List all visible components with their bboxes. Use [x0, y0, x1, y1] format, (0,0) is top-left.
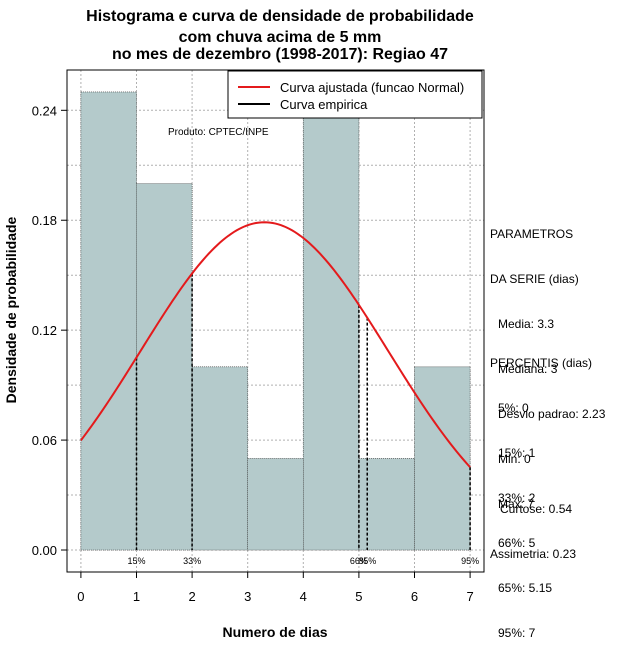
percentil-15: 15%: 1: [498, 446, 536, 460]
x-tick-label: 6: [411, 589, 418, 604]
percentil-85: 65%: 5.15: [498, 581, 553, 595]
param-desvio: Desvio padrao: 2.23: [498, 407, 606, 421]
percentis-title: PERCENTIS (dias): [490, 356, 593, 370]
x-tick-label: 2: [188, 589, 195, 604]
x-tick-label: 1: [133, 589, 140, 604]
percentil-66: 66%: 5: [498, 536, 536, 550]
shape-panel: Curtose: 0.54 Assimetria: 0.23: [490, 472, 576, 577]
parametros-title1: PARAMETROS: [490, 227, 574, 241]
y-tick-label: 0.00: [32, 543, 57, 558]
plot-frame: [66, 69, 485, 573]
chart-title-line3: no mes de dezembro (1998-2017): Regiao 4…: [111, 46, 449, 63]
y-tick-label: 0.12: [32, 323, 57, 338]
param-mediana: Mediana: 3: [498, 362, 558, 376]
percentil-5: 5%: 0: [498, 401, 529, 415]
y-tick-label: 0.06: [32, 433, 57, 448]
parametros-panel: PARAMETROS DA SERIE (dias) Media: 3.3 Me…: [490, 197, 605, 527]
parametros-title2: DA SERIE (dias): [490, 272, 579, 286]
curtose-value: Curtose: 0.54: [500, 502, 573, 516]
param-min: Min: 0: [498, 452, 531, 466]
percentile-label: 95%: [461, 556, 479, 566]
x-tick-label: 0: [77, 589, 84, 604]
y-axis-label: Densidade de probabilidade: [3, 216, 19, 404]
histogram-bar: [191, 366, 249, 551]
legend-box: [227, 70, 483, 119]
percentile-label: 85%: [358, 556, 376, 566]
histogram-bar: [80, 91, 137, 551]
percentil-33: 33%: 2: [498, 491, 536, 505]
assimetria-value: Assimetria: 0.23: [490, 547, 577, 561]
x-tick-label: 5: [355, 589, 362, 604]
histogram-bar: [414, 366, 471, 551]
chart-title-line1: Histograma e curva de densidade de proba…: [86, 8, 474, 25]
y-tick-label: 0.18: [32, 213, 57, 228]
param-media: Media: 3.3: [498, 317, 555, 331]
normal-curve-line: [80, 221, 471, 468]
x-axis-label: Numero de dias: [222, 624, 328, 640]
legend: Curva ajustada (funcao Normal) Curva emp…: [227, 70, 483, 119]
percentis-panel: PERCENTIS (dias) 5%: 0 15%: 1 33%: 2 66%…: [490, 326, 592, 656]
percentile-label: 66%: [350, 556, 368, 566]
histogram-bar: [247, 458, 304, 551]
x-tick-label: 7: [466, 589, 473, 604]
legend-label-empirica: Curva empirica: [280, 97, 368, 112]
histogram-bar: [136, 183, 193, 551]
produto-annotation: Produto: CPTEC/INPE: [168, 127, 269, 138]
x-tick-label: 4: [300, 589, 307, 604]
histogram-bar: [302, 91, 360, 551]
chart-title-line2: com chuva acima de 5 mm: [178, 29, 382, 46]
param-max: Max: 7: [498, 497, 535, 511]
x-tick-label: 3: [244, 589, 251, 604]
y-tick-label: 0.24: [32, 103, 57, 118]
percentile-label: 15%: [127, 556, 145, 566]
legend-label-normal: Curva ajustada (funcao Normal): [280, 80, 464, 95]
histogram-bar: [358, 458, 415, 551]
percentil-95: 95%: 7: [498, 626, 536, 640]
percentile-label: 33%: [183, 556, 201, 566]
